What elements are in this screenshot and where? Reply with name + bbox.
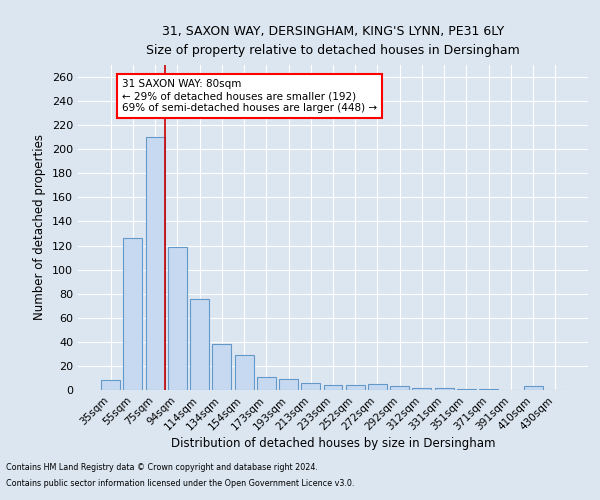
Bar bbox=[257, 377, 276, 390]
Bar bbox=[412, 388, 431, 390]
Bar bbox=[101, 380, 120, 390]
Bar bbox=[435, 388, 454, 390]
Bar bbox=[124, 238, 142, 390]
Bar bbox=[390, 386, 409, 390]
Bar bbox=[524, 386, 542, 390]
Text: Contains public sector information licensed under the Open Government Licence v3: Contains public sector information licen… bbox=[6, 478, 355, 488]
Bar bbox=[368, 384, 387, 390]
Text: 31 SAXON WAY: 80sqm
← 29% of detached houses are smaller (192)
69% of semi-detac: 31 SAXON WAY: 80sqm ← 29% of detached ho… bbox=[122, 80, 377, 112]
Bar bbox=[323, 385, 343, 390]
Bar bbox=[479, 389, 498, 390]
Bar bbox=[235, 355, 254, 390]
Title: 31, SAXON WAY, DERSINGHAM, KING'S LYNN, PE31 6LY
Size of property relative to de: 31, SAXON WAY, DERSINGHAM, KING'S LYNN, … bbox=[146, 25, 520, 57]
Bar bbox=[212, 344, 231, 390]
Bar bbox=[146, 137, 164, 390]
Bar bbox=[301, 383, 320, 390]
Bar bbox=[346, 385, 365, 390]
X-axis label: Distribution of detached houses by size in Dersingham: Distribution of detached houses by size … bbox=[171, 438, 495, 450]
Bar bbox=[168, 247, 187, 390]
Bar bbox=[279, 379, 298, 390]
Bar bbox=[190, 298, 209, 390]
Text: Contains HM Land Registry data © Crown copyright and database right 2024.: Contains HM Land Registry data © Crown c… bbox=[6, 464, 318, 472]
Bar bbox=[457, 389, 476, 390]
Y-axis label: Number of detached properties: Number of detached properties bbox=[34, 134, 46, 320]
